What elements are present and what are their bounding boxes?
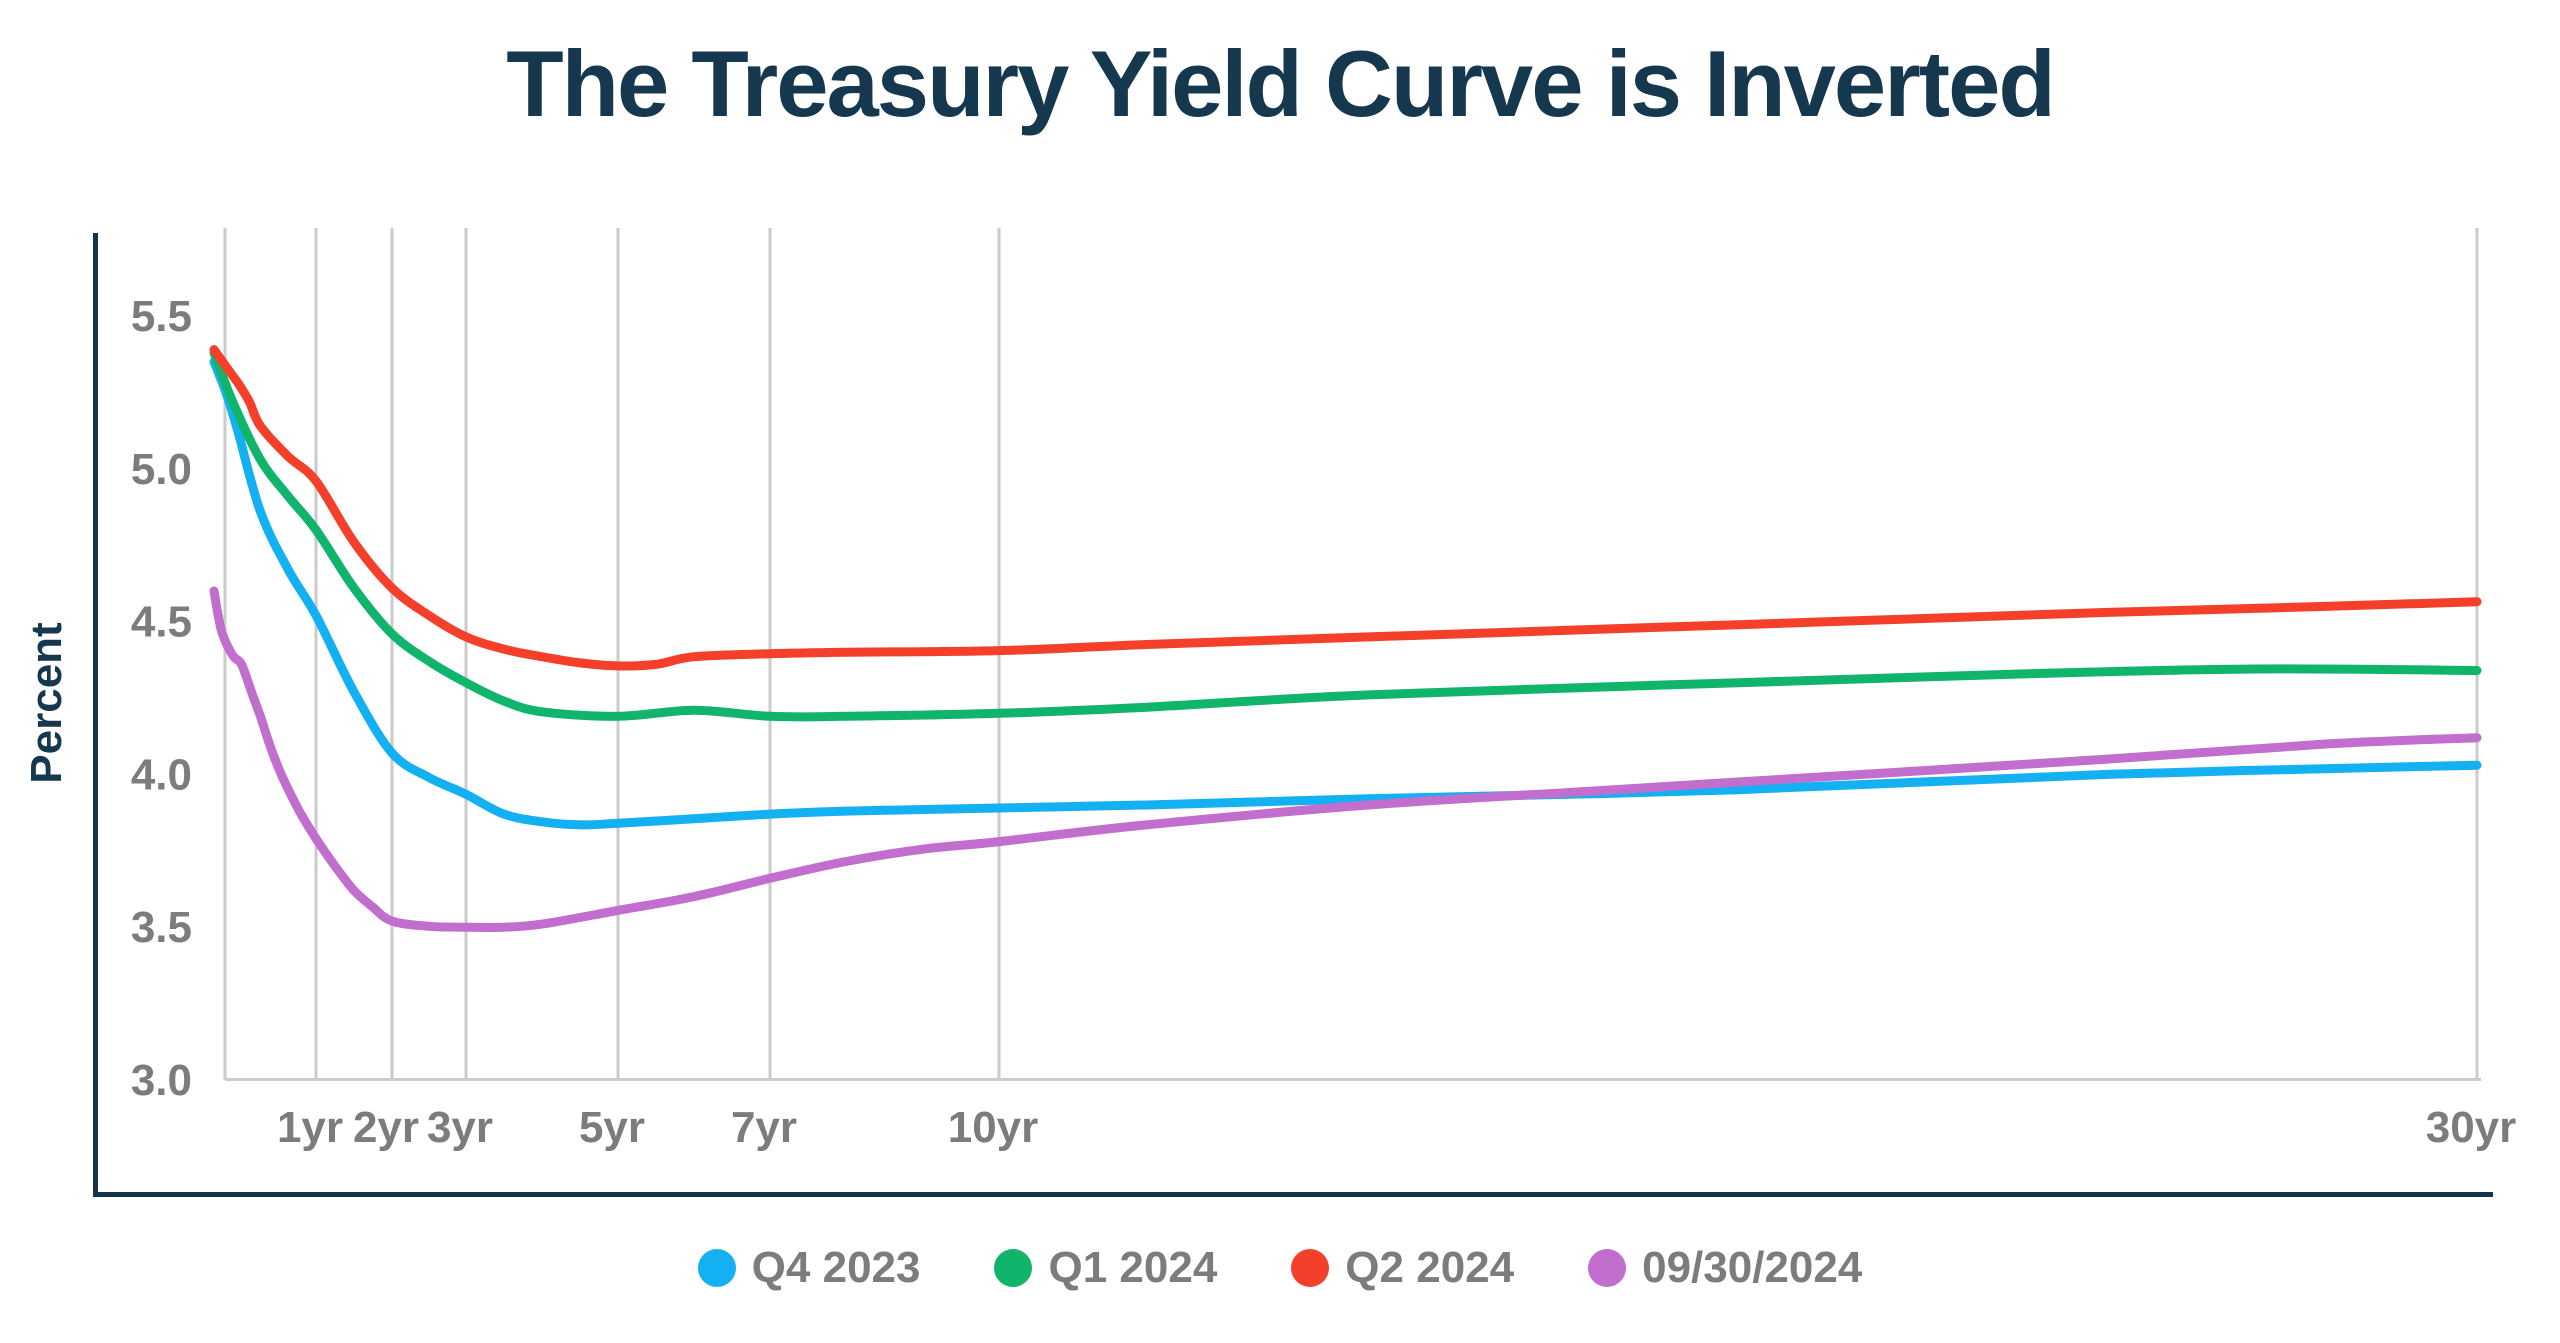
x-tick-label: 1yr [277,1103,343,1152]
legend-label: Q4 2023 [751,1243,921,1292]
x-tick-label: 30yr [2426,1103,2517,1152]
y-tick-label: 5.0 [131,445,192,494]
x-tick-label: 3yr [427,1103,493,1152]
legend-label: Q1 2024 [1048,1243,1218,1292]
legend-dot-q1-2024 [994,1249,1033,1287]
x-tick-label: 7yr [731,1103,797,1152]
y-tick-label: 4.0 [131,750,192,799]
legend-label: Q2 2024 [1345,1243,1515,1292]
chart-title: The Treasury Yield Curve is Inverted [506,31,2056,136]
legend: Q4 2023 Q1 2024 Q2 2024 09/30/2024 [0,1246,2560,1290]
legend-item-09-30-2024: 09/30/2024 [1588,1246,1862,1290]
x-tick-label: 2yr [353,1103,419,1152]
series-line-q2-2024 [209,345,2482,671]
y-tick-label: 5.5 [131,292,192,341]
legend-dot-09-30-2024 [1588,1249,1627,1287]
legend-dot-q2-2024 [1291,1249,1330,1287]
y-tick-label: 3.5 [131,903,192,952]
legend-item-q2-2024: Q2 2024 [1291,1246,1514,1290]
series-line-q4-2023 [209,357,2482,830]
y-tick-label: 3.0 [131,1056,192,1105]
y-tick-label: 4.5 [131,598,192,647]
series-line-q1-2024 [209,348,2482,722]
legend-item-q1-2024: Q1 2024 [994,1246,1217,1290]
legend-label: 09/30/2024 [1642,1243,1863,1292]
series-line-09-30-2024 [209,586,2482,932]
legend-dot-q4-2023 [697,1249,736,1287]
x-tick-label: 10yr [948,1103,1039,1152]
x-tick-label: 5yr [579,1103,645,1152]
legend-item-q4-2023: Q4 2023 [697,1243,921,1292]
